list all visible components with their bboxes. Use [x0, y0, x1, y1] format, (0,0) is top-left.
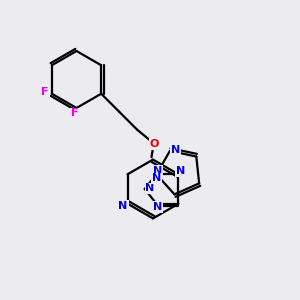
Text: N: N — [146, 183, 155, 194]
Text: N: N — [152, 173, 161, 184]
Text: N: N — [176, 166, 185, 176]
Text: O: O — [150, 139, 159, 149]
Text: F: F — [41, 87, 49, 97]
Text: F: F — [71, 108, 79, 118]
Text: N: N — [153, 202, 163, 212]
Text: N: N — [118, 201, 128, 211]
Text: N: N — [153, 166, 163, 176]
Text: N: N — [171, 145, 180, 155]
